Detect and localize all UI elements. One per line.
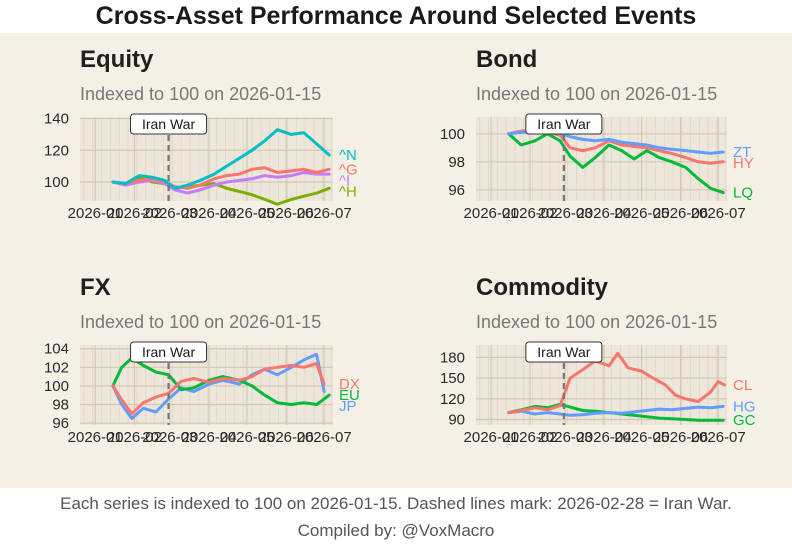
x-tick-label: 2026-06 <box>259 429 314 446</box>
x-tick-label: 2026-01 <box>464 429 519 446</box>
y-tick-label: 102 <box>44 359 69 376</box>
series-line <box>507 132 725 195</box>
x-tick-label: 2026-05 <box>219 429 274 446</box>
panel-title: Equity <box>80 46 154 73</box>
panel-subtitle: Indexed to 100 on 2026-01-15 <box>80 312 321 332</box>
event-label-box <box>130 341 208 363</box>
y-tick-label: 100 <box>44 174 69 191</box>
series-line <box>111 362 326 416</box>
y-tick-label: 98 <box>52 397 69 414</box>
x-tick-label: 2026-06 <box>653 205 708 222</box>
x-tick-label: 2026-02 <box>502 429 557 446</box>
x-tick-label: 2026-04 <box>181 205 236 222</box>
y-tick-label: 98 <box>448 154 465 171</box>
panel-subtitle: Indexed to 100 on 2026-01-15 <box>476 84 717 104</box>
series-end-label: HY <box>733 155 754 172</box>
y-tick-label: 100 <box>44 378 69 395</box>
y-tick-label: 90 <box>448 411 465 428</box>
y-tick-label: 150 <box>440 370 465 387</box>
series-end-label: ^I <box>339 172 350 189</box>
x-tick-label: 2026-07 <box>691 205 746 222</box>
x-tick-label: 2026-03 <box>538 205 593 222</box>
y-tick-label: 120 <box>44 142 69 159</box>
x-tick-label: 2026-02 <box>107 205 162 222</box>
y-tick-label: 100 <box>440 126 465 143</box>
x-tick-label: 2026-04 <box>181 429 236 446</box>
x-tick-label: 2026-07 <box>691 429 746 446</box>
series-line <box>507 351 726 415</box>
event-label: Iran War <box>142 344 195 360</box>
panel-commodity: Commodity Indexed to 100 on 2026-01-15 202… <box>440 274 756 446</box>
chart-credit: Compiled by: @VoxMacro <box>297 521 495 540</box>
x-tick-label: 2026-03 <box>538 429 593 446</box>
y-tick-label: 180 <box>440 349 465 366</box>
x-tick-label: 2026-01 <box>68 205 123 222</box>
series-line <box>111 356 331 406</box>
series-line <box>111 171 331 195</box>
y-tick-label: 96 <box>448 182 465 199</box>
x-tick-label: 2026-06 <box>653 429 708 446</box>
x-tick-label: 2026-05 <box>614 429 669 446</box>
series-end-label: ZT <box>733 144 751 161</box>
x-tick-label: 2026-01 <box>464 205 519 222</box>
event-label: Iran War <box>537 344 590 360</box>
y-tick-label: 120 <box>440 391 465 408</box>
x-tick-label: 2026-02 <box>107 429 162 446</box>
x-tick-label: 2026-03 <box>142 205 197 222</box>
series-line <box>111 166 331 190</box>
series-end-label: ^G <box>339 161 358 178</box>
x-tick-label: 2026-03 <box>142 429 197 446</box>
x-tick-label: 2026-04 <box>576 205 631 222</box>
x-tick-label: 2026-05 <box>614 205 669 222</box>
series-line <box>507 404 725 417</box>
x-tick-label: 2026-02 <box>502 205 557 222</box>
chart-title: Cross-Asset Performance Around Selected … <box>95 2 697 30</box>
chart-caption: Each series is indexed to 100 on 2026-01… <box>60 494 732 513</box>
panel-title: FX <box>80 274 111 301</box>
event-label: Iran War <box>142 116 195 132</box>
y-tick-label: 140 <box>44 111 69 128</box>
panel-subtitle: Indexed to 100 on 2026-01-15 <box>80 84 321 104</box>
series-end-label: JP <box>339 398 357 415</box>
series-end-label: CL <box>733 377 752 394</box>
x-tick-label: 2026-04 <box>576 429 631 446</box>
x-tick-label: 2026-05 <box>219 205 274 222</box>
series-end-label: LQ <box>733 185 753 202</box>
series-end-label: ^H <box>339 183 357 200</box>
series-end-label: EU <box>339 387 360 404</box>
panel-subtitle: Indexed to 100 on 2026-01-15 <box>476 312 717 332</box>
x-tick-label: 2026-07 <box>297 205 352 222</box>
series-end-label: ^N <box>339 147 357 164</box>
event-label-box <box>525 341 603 363</box>
event-label: Iran War <box>537 116 590 132</box>
y-tick-label: 104 <box>44 341 69 358</box>
series-end-label: GC <box>733 412 756 429</box>
series-end-label: HG <box>733 398 756 415</box>
event-label-box <box>525 113 603 135</box>
x-tick-label: 2026-06 <box>259 205 314 222</box>
series-line <box>111 128 331 190</box>
event-label-box <box>130 113 208 135</box>
series-end-label: DX <box>339 376 360 393</box>
x-tick-label: 2026-01 <box>68 429 123 446</box>
x-tick-label: 2026-07 <box>297 429 352 446</box>
panel-equity: Equity Indexed to 100 on 2026-01-15 2026-0… <box>44 46 358 222</box>
panel-title: Commodity <box>476 274 609 301</box>
panel-title: Bond <box>476 46 537 73</box>
y-tick-label: 96 <box>52 415 69 432</box>
